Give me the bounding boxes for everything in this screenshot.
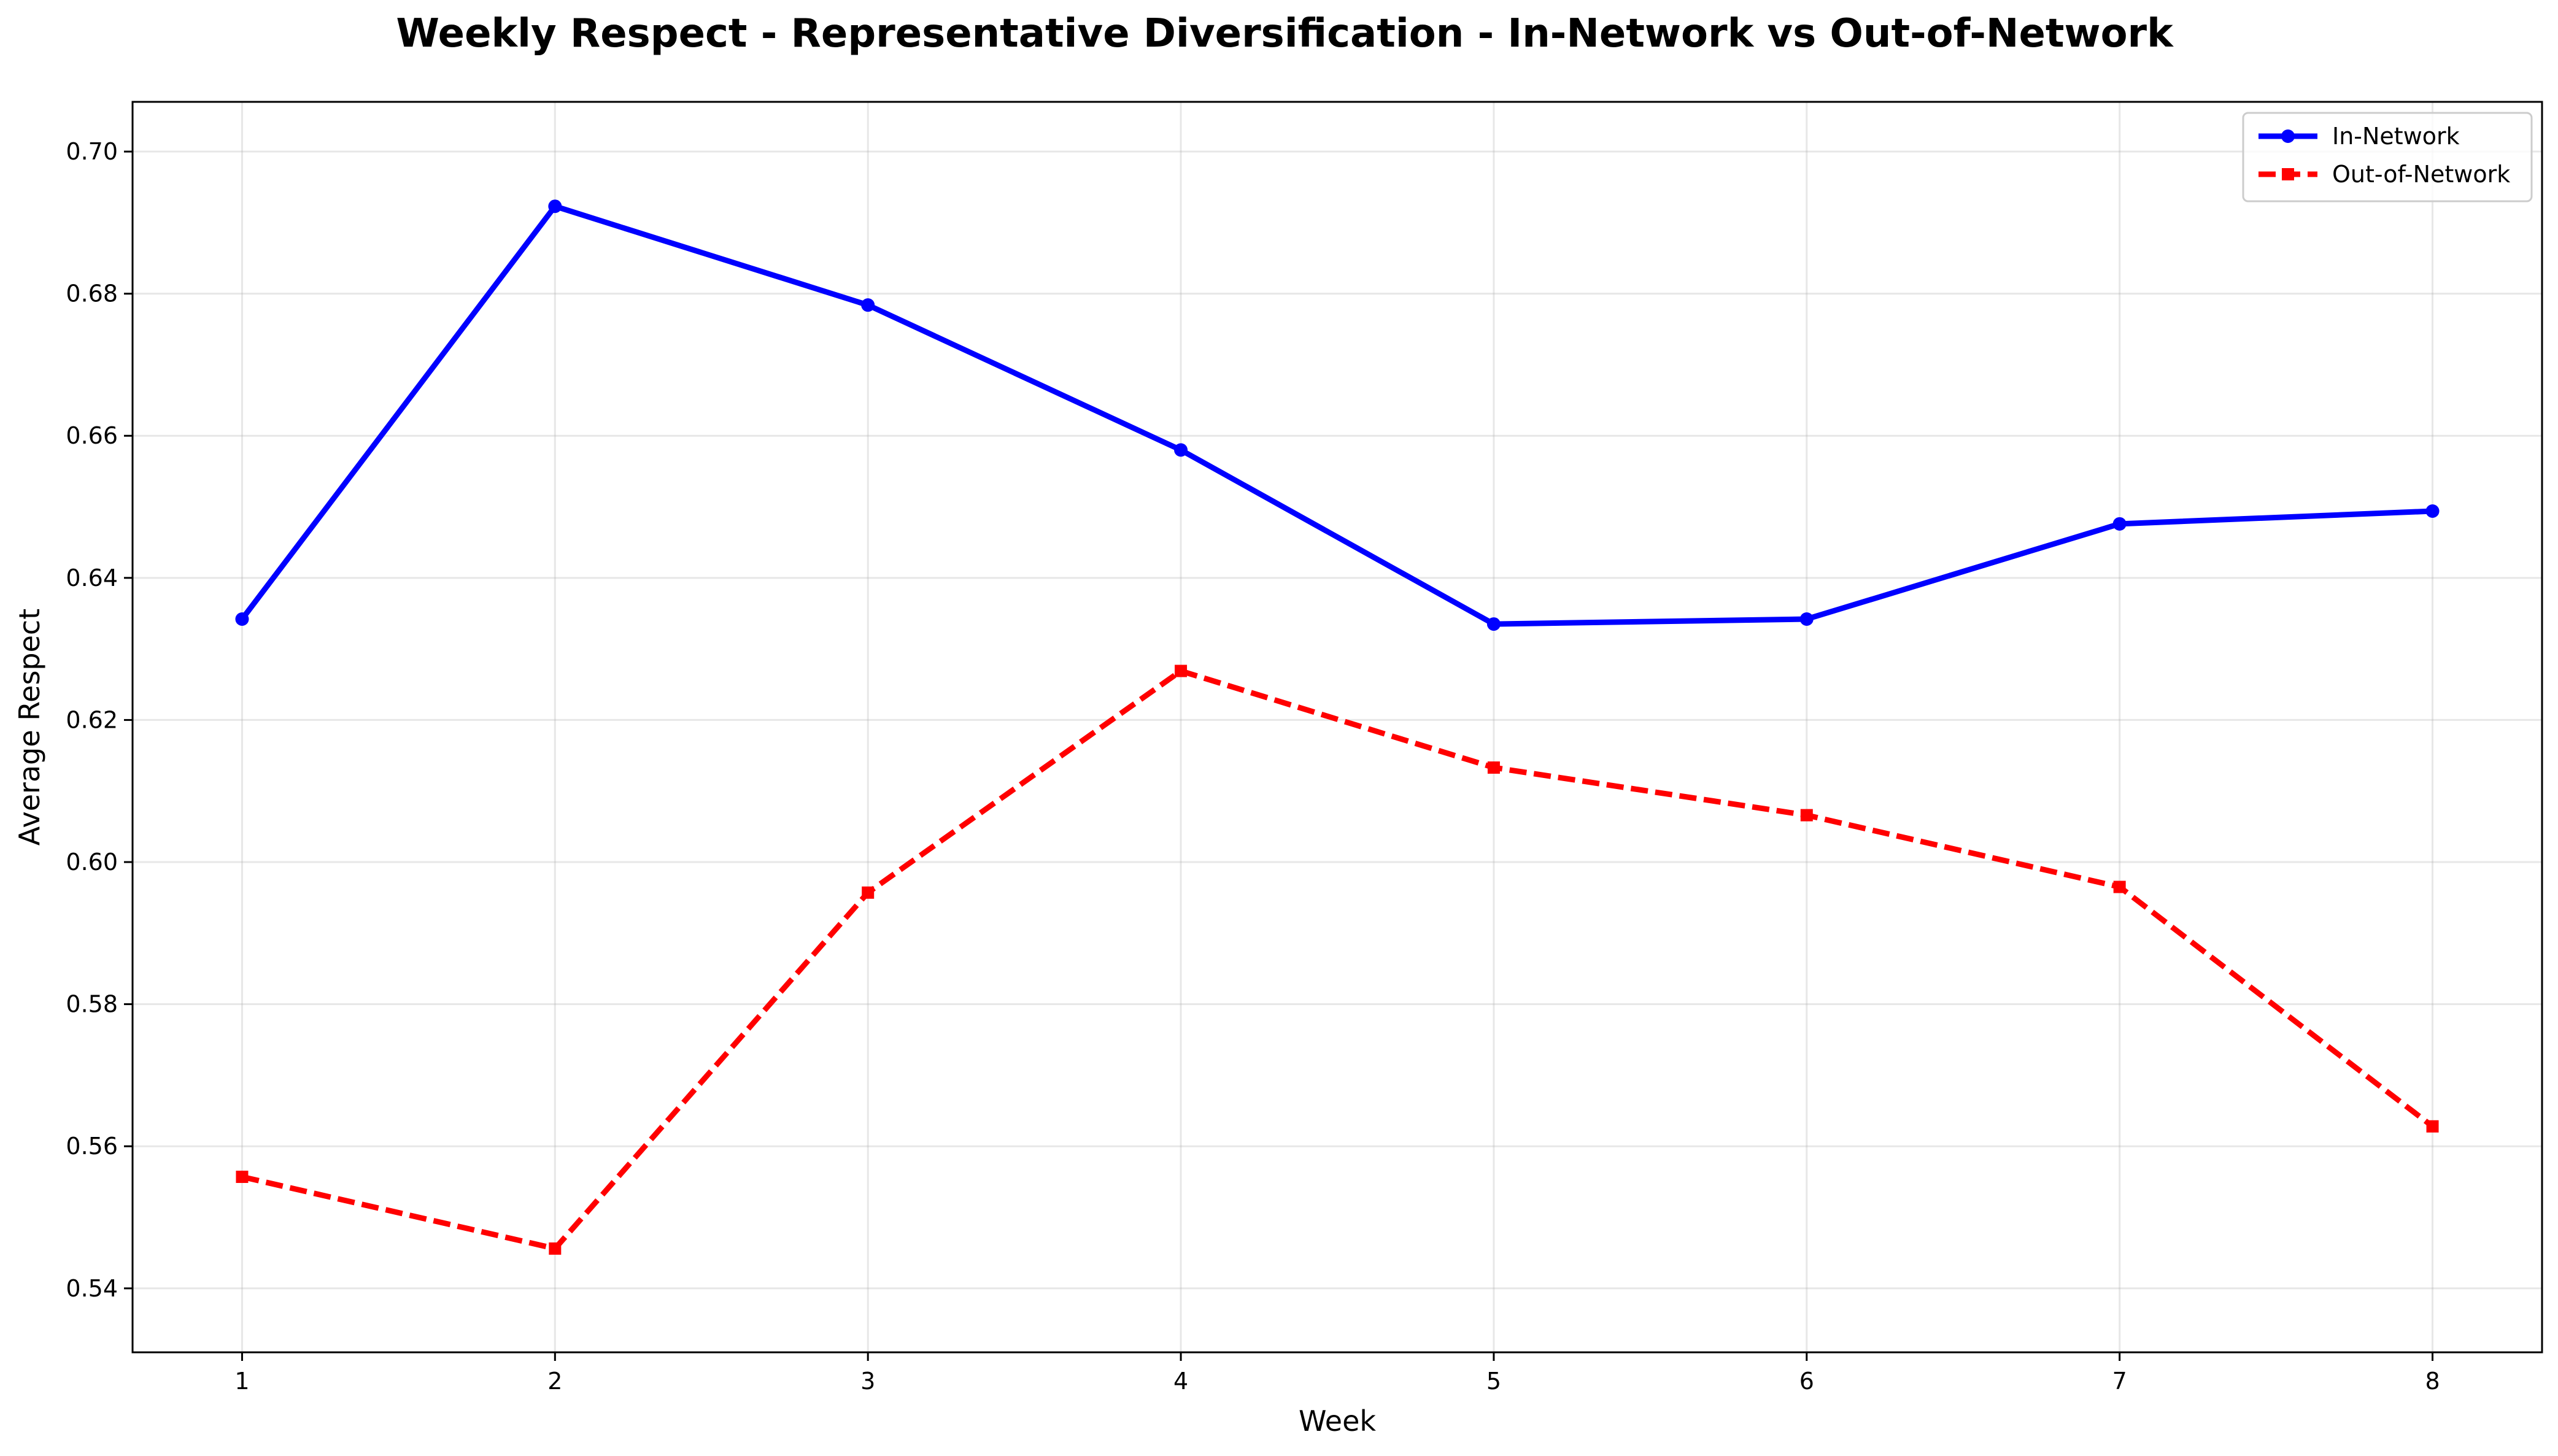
y-tick-label: 0.56 xyxy=(66,1133,118,1160)
legend-in-network-marker xyxy=(2281,129,2295,143)
y-axis-label: Average Respect xyxy=(13,609,46,846)
y-tick-label: 0.62 xyxy=(66,706,118,733)
x-tick-label: 4 xyxy=(1173,1368,1188,1395)
y-tick-label: 0.68 xyxy=(66,280,118,307)
plot-frame xyxy=(131,101,2543,1354)
out-of-network-point xyxy=(1487,761,1500,774)
out-of-network-point xyxy=(549,1242,562,1255)
in-network-point xyxy=(861,298,875,312)
in-network-point xyxy=(1174,443,1188,457)
x-tick-label: 2 xyxy=(547,1368,562,1395)
legend-out-of-network-marker xyxy=(2282,168,2294,180)
out-of-network-series-line xyxy=(241,668,2435,1252)
in-network-point xyxy=(2425,504,2440,518)
x-axis-label: Week xyxy=(1299,1404,1376,1438)
in-network-point xyxy=(548,199,562,214)
out-of-network-point xyxy=(1800,809,1813,822)
x-tick-label: 7 xyxy=(2112,1368,2127,1395)
out-of-network-point xyxy=(1175,664,1188,677)
chart-title: Weekly Respect - Representative Diversif… xyxy=(396,11,2174,56)
out-of-network-point xyxy=(2113,880,2126,893)
y-tick-label: 0.64 xyxy=(66,564,118,591)
x-tick-label: 6 xyxy=(1799,1368,1814,1395)
y-tick-label: 0.60 xyxy=(66,849,118,876)
plot-series xyxy=(235,199,2440,1255)
out-of-network-point xyxy=(2426,1120,2439,1133)
in-network-point xyxy=(235,612,249,626)
x-axis-ticks: 1 2 3 4 5 6 7 8 xyxy=(234,1352,2440,1395)
in-network-point xyxy=(2112,517,2127,531)
legend-out-of-network-label: Out-of-Network xyxy=(2332,161,2510,188)
out-of-network-point xyxy=(862,886,875,899)
x-tick-label: 1 xyxy=(234,1368,249,1395)
in-network-point xyxy=(1486,617,1501,631)
x-tick-label: 5 xyxy=(1486,1368,1501,1395)
in-network-series-line xyxy=(239,203,2433,627)
y-tick-label: 0.66 xyxy=(66,422,118,449)
x-tick-label: 3 xyxy=(860,1368,875,1395)
out-of-network-point xyxy=(236,1170,249,1183)
legend-in-network-label: In-Network xyxy=(2332,123,2460,150)
y-axis-ticks: 0.54 0.56 0.58 0.60 0.62 0.64 0.66 0.68 0.70 xyxy=(66,138,133,1302)
y-tick-label: 0.70 xyxy=(66,138,118,165)
y-tick-label: 0.54 xyxy=(66,1275,118,1302)
in-network-point xyxy=(1799,612,1814,626)
x-tick-label: 8 xyxy=(2425,1368,2440,1395)
legend: In-Network Out-of-Network xyxy=(2242,112,2533,202)
y-tick-label: 0.58 xyxy=(66,991,118,1018)
legend-items: In-Network Out-of-Network xyxy=(2259,123,2510,188)
